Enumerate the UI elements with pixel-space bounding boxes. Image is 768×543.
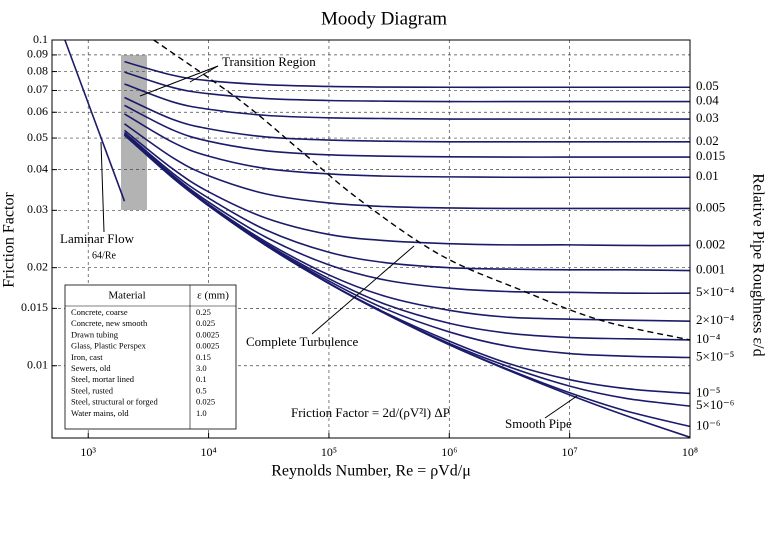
table-cell: Steel, rusted xyxy=(71,385,114,395)
roughness-curve xyxy=(124,71,690,103)
table-header: Material xyxy=(108,290,145,302)
annotation: Transition Region xyxy=(222,54,316,69)
y-tick-label: 0.1 xyxy=(33,32,48,46)
series-label: 10⁻⁵ xyxy=(696,384,720,399)
table-header: ε (mm) xyxy=(197,290,229,302)
roughness-curve xyxy=(123,131,691,272)
annotation: Complete Turbulence xyxy=(246,334,359,349)
table-frame xyxy=(64,284,237,430)
table-cell: 3.0 xyxy=(196,363,207,373)
roughness-curve xyxy=(124,113,690,179)
series-label: 0.005 xyxy=(696,199,725,214)
arrow xyxy=(189,65,219,83)
x-tick-label: 10³ xyxy=(80,445,96,459)
y-tick-label: 0.02 xyxy=(27,259,48,273)
series-label: 10⁻⁶ xyxy=(696,417,720,432)
chart-title: Moody Diagram xyxy=(321,8,447,29)
series-label: 5×10⁻⁴ xyxy=(696,284,735,299)
roughness-curve xyxy=(124,123,690,210)
y-tick-label: 0.09 xyxy=(27,47,48,61)
series-label: 0.001 xyxy=(696,262,725,277)
table-cell: Steel, structural or forged xyxy=(71,397,158,407)
series-label: 0.02 xyxy=(696,133,719,148)
y-tick-label: 0.06 xyxy=(27,104,48,118)
x-axis-title: Reynolds Number, Re = ρVd/μ xyxy=(271,463,471,480)
series-label: 0.015 xyxy=(696,148,725,163)
table-cell: 1.0 xyxy=(196,408,207,418)
table-cell: Steel, mortar lined xyxy=(71,374,135,384)
arrow xyxy=(544,395,578,419)
series-label: 0.04 xyxy=(696,93,719,108)
y-tick-label: 0.05 xyxy=(27,130,48,144)
series-label: 5×10⁻⁶ xyxy=(696,397,734,412)
y-tick-label: 0.01 xyxy=(27,357,48,371)
table-cell: Drawn tubing xyxy=(71,329,119,339)
x-tick-label: 10⁵ xyxy=(321,445,337,459)
series-label: 5×10⁻⁵ xyxy=(696,348,734,363)
smooth-pipe-curve xyxy=(123,134,691,439)
series-label: 0.002 xyxy=(696,236,725,251)
roughness-curve xyxy=(123,129,691,247)
laminar-line xyxy=(64,39,126,202)
series-label: 10⁻⁴ xyxy=(696,331,721,346)
y-tick-label: 0.03 xyxy=(27,202,48,216)
arrow xyxy=(311,245,415,335)
x-tick-label: 10⁶ xyxy=(441,445,457,459)
series-label: 2×10⁻⁴ xyxy=(696,312,735,327)
table-cell: Concrete, new smooth xyxy=(71,318,148,328)
x-tick-label: 10⁷ xyxy=(562,445,578,459)
table-cell: Concrete, coarse xyxy=(71,307,128,317)
table-cell: 0.0025 xyxy=(196,329,219,339)
curves xyxy=(64,39,691,439)
table-cell: Water mains, old xyxy=(71,408,129,418)
x-tick-label: 10⁸ xyxy=(682,445,698,459)
y-tick-label: 0.04 xyxy=(27,161,48,175)
series-label: 0.01 xyxy=(696,168,719,183)
x-tick-label: 10⁴ xyxy=(200,445,216,459)
y-tick-label: 0.015 xyxy=(21,300,48,314)
table-cell: 0.0025 xyxy=(196,341,219,351)
roughness-curve xyxy=(124,104,690,158)
roughness-curve xyxy=(124,60,690,89)
annotations: Transition Region Laminar Flow 64/Re Com… xyxy=(60,54,578,431)
annotation: Laminar Flow xyxy=(60,231,135,246)
annotation: 64/Re xyxy=(92,250,116,261)
table-cell: 0.025 xyxy=(196,318,215,328)
table-cell: Iron, cast xyxy=(71,352,103,362)
series-label: 0.05 xyxy=(696,78,719,93)
table-cell: 0.1 xyxy=(196,374,207,384)
roughness-curve xyxy=(123,133,691,295)
table-cell: 0.25 xyxy=(196,307,211,317)
y-tick-label: 0.07 xyxy=(27,82,48,96)
complete-turbulence-line xyxy=(153,39,691,341)
annotation: Smooth Pipe xyxy=(505,416,572,431)
table-cell: 0.15 xyxy=(196,352,211,362)
arrow xyxy=(100,141,105,233)
series-label: 0.03 xyxy=(696,110,719,125)
annotation: Friction Factor = 2d/(ρV²l) ΔP xyxy=(291,405,450,420)
y-axis-title: Friction Factor xyxy=(1,192,18,288)
y2-axis-title: Relative Pipe Roughness ε/d xyxy=(749,173,766,356)
table-cell: Glass, Plastic Perspex xyxy=(71,341,147,351)
plot-frame xyxy=(51,39,691,439)
arrow xyxy=(139,65,219,97)
table-cell: 0.5 xyxy=(196,385,207,395)
material-table: Material ε (mm) Concrete, coarse 0.25 Concre… xyxy=(64,284,237,430)
table-cell: 0.025 xyxy=(196,397,215,407)
y-tick-label: 0.08 xyxy=(27,63,48,77)
table-cell: Sewers, old xyxy=(71,363,111,373)
roughness-curve xyxy=(124,96,690,143)
roughness-curve xyxy=(124,83,690,120)
